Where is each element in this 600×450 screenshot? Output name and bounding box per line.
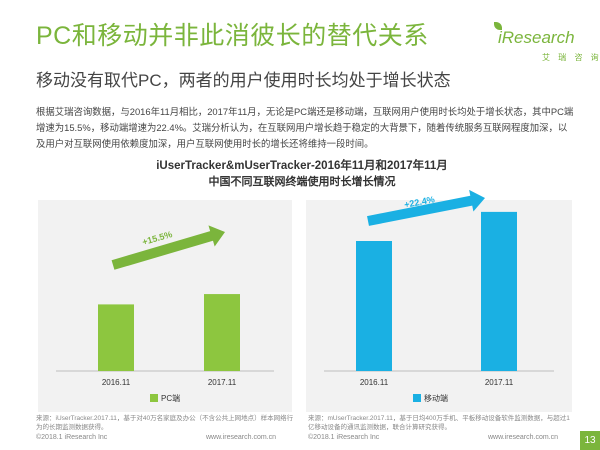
- bar-pc-2017.11: [204, 294, 240, 371]
- site-link-right[interactable]: www.iresearch.com.cn: [488, 434, 559, 441]
- logo-subtext: 艾 瑞 咨 询: [542, 53, 600, 62]
- logo-text: iResearch: [498, 28, 575, 47]
- chart-panel-left: [38, 200, 292, 412]
- legend-label-pc: PC端: [161, 393, 180, 403]
- chart-panel-right: [306, 200, 572, 412]
- growth-arrow-mobile: [367, 189, 485, 226]
- chart-subtitle: 中国不同互联网终端使用时长增长情况: [209, 174, 396, 188]
- legend-swatch-mobile: [413, 394, 421, 402]
- page-subtitle: 移动没有取代PC，两者的用户使用时长均处于增长状态: [36, 71, 451, 90]
- bar-mobile-2016.11: [356, 241, 392, 371]
- copyright-right: ©2018.1 iResearch Inc: [308, 434, 380, 441]
- site-link-left[interactable]: www.iresearch.com.cn: [206, 434, 277, 441]
- iresearch-logo: iResearch 艾 瑞 咨 询: [492, 20, 599, 70]
- legend-label-mobile: 移动端: [424, 393, 448, 403]
- bar-mobile-2017.11: [481, 211, 517, 371]
- growth-arrow-pc: [111, 225, 225, 270]
- x-tick-label: 2016.11: [102, 378, 131, 387]
- page-title: PC和移动并非此消彼长的替代关系: [36, 22, 429, 50]
- x-tick-label: 2017.11: [485, 378, 514, 387]
- x-tick-label: 2016.11: [360, 378, 389, 387]
- chart-title: iUserTracker&mUserTracker-2016年11月和2017年…: [156, 158, 448, 172]
- leaf-icon: [494, 22, 502, 30]
- source-note-right: 来源：mUserTracker.2017.11，基于日均400万手机、平板移动设…: [308, 415, 570, 431]
- legend-swatch-pc: [150, 394, 158, 402]
- copyright-left: ©2018.1 iResearch Inc: [36, 434, 108, 441]
- x-tick-label: 2017.11: [208, 378, 237, 387]
- source-note-left: 来源：iUserTracker.2017.11，基于对40万名家庭及办公（不含公…: [36, 415, 294, 431]
- summary-text: 根据艾瑞咨询数据，与2016年11月相比，2017年11月，无论是PC端还是移动…: [36, 106, 574, 149]
- bar-pc-2016.11: [98, 304, 134, 371]
- page-number: 13: [580, 431, 600, 450]
